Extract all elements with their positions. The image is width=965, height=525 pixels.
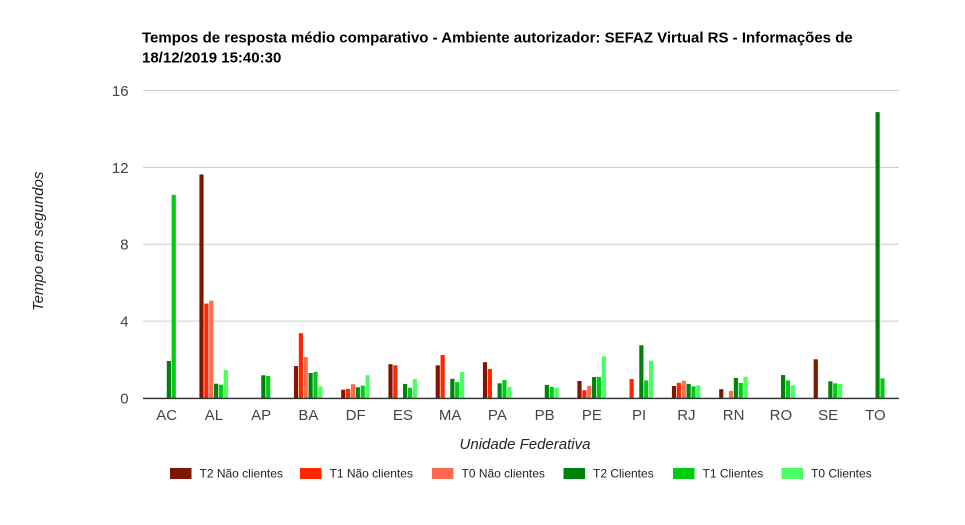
svg-text:AL: AL (205, 407, 223, 424)
svg-text:T0 Não clientes: T0 Não clientes (462, 467, 545, 481)
svg-text:18/12/2019 15:40:30: 18/12/2019 15:40:30 (142, 50, 281, 67)
svg-text:T2 Clientes: T2 Clientes (593, 467, 654, 481)
svg-text:PE: PE (582, 407, 602, 424)
svg-text:Tempos de resposta médio compa: Tempos de resposta médio comparativo - A… (142, 30, 853, 47)
svg-text:BA: BA (298, 407, 318, 424)
svg-text:DF: DF (346, 407, 366, 424)
svg-text:0: 0 (120, 390, 128, 407)
svg-text:Tempo em segundos: Tempo em segundos (30, 171, 47, 311)
svg-text:AP: AP (251, 407, 271, 424)
svg-text:PB: PB (535, 407, 555, 424)
svg-text:T1 Clientes: T1 Clientes (703, 467, 764, 481)
svg-text:SE: SE (818, 407, 838, 424)
svg-text:RO: RO (770, 407, 793, 424)
svg-text:RJ: RJ (677, 407, 695, 424)
svg-text:ES: ES (393, 407, 413, 424)
svg-text:4: 4 (120, 314, 128, 331)
svg-text:8: 8 (120, 237, 128, 254)
svg-text:RN: RN (723, 407, 745, 424)
svg-text:T1 Não clientes: T1 Não clientes (330, 467, 413, 481)
svg-text:12: 12 (112, 160, 129, 177)
svg-text:AC: AC (156, 407, 177, 424)
svg-text:T0 Clientes: T0 Clientes (811, 467, 872, 481)
svg-text:MA: MA (439, 407, 462, 424)
svg-text:PI: PI (632, 407, 646, 424)
svg-text:PA: PA (488, 407, 507, 424)
svg-text:T2 Não clientes: T2 Não clientes (200, 467, 283, 481)
svg-text:TO: TO (865, 407, 886, 424)
svg-text:Unidade Federativa: Unidade Federativa (460, 436, 591, 453)
svg-text:16: 16 (112, 83, 129, 100)
